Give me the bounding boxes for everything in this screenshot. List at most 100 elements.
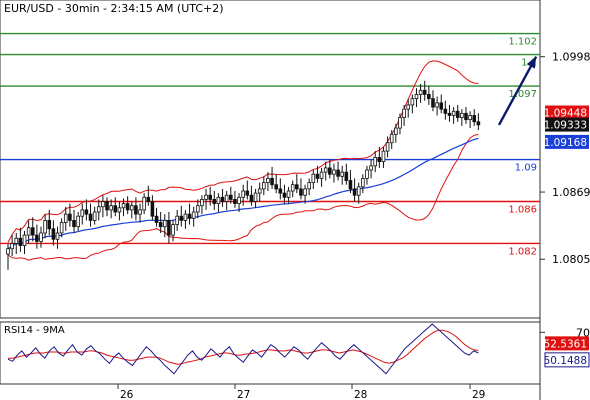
candle [439,94,444,114]
candle-body [216,196,221,205]
candle-body [134,205,138,215]
candle-body [468,115,472,121]
candle-body [88,213,93,221]
candle [39,226,43,248]
candle-body [167,219,171,236]
candle [92,206,97,225]
candle-body [187,213,192,219]
candle [72,209,76,233]
x-tick-label: 27 [237,389,250,400]
candle [447,104,452,122]
candle-body [212,199,217,205]
rsi-tag-label: 52.5361 [544,338,587,350]
candle-body [208,194,212,200]
forecast-arrow [497,56,538,126]
candle-body [439,102,444,110]
candle-body [171,224,175,236]
candle-body [26,227,31,236]
candle-body [30,227,35,236]
candle-body [158,222,163,228]
candle [154,207,159,227]
candle-body [418,89,423,95]
candle-body [129,205,134,211]
candle-body [323,167,328,173]
price-tag-label: 1.09333 [544,120,587,132]
candle [229,186,233,204]
candle [208,186,212,206]
candle-body [332,169,336,175]
candle [377,146,382,168]
candle-body [55,232,60,240]
candle [10,235,14,257]
candle [101,195,105,218]
candle [200,195,204,215]
candle-body [105,201,109,211]
candle [183,209,188,229]
candle [361,174,365,194]
candle-body [6,248,10,255]
candle-body [229,194,233,200]
candle [47,209,52,236]
y-tick-label: 1.0998 [552,51,590,64]
candle-body [35,234,39,242]
candle [381,146,386,168]
level-label: 1.086 [508,205,537,216]
candle-body [96,206,101,213]
rsi-line [7,323,479,375]
candle-body [257,188,262,194]
candle [340,165,345,185]
candle [385,136,390,158]
rsi-ma-line [8,329,479,365]
candle-body [311,173,316,184]
candle-body [373,157,378,167]
candle-body [245,190,250,196]
candle-body [389,133,394,144]
candle-body [356,186,361,196]
candle [249,185,254,206]
candle [142,193,146,215]
candle-body [191,211,196,219]
y-tick-label: 1.0869 [552,186,590,199]
candle [96,199,101,221]
level-label: 1.082 [508,246,537,257]
candle [245,180,250,200]
candle-body [307,182,311,190]
candle-body [394,127,398,135]
candle-body [138,209,142,215]
candle-body [365,169,369,179]
candle-body [464,112,468,121]
level-label: 1.102 [508,37,537,48]
candle-body [113,205,118,213]
candle-body [63,213,68,223]
candle-body [443,108,448,114]
candle [84,199,89,221]
candle [410,94,415,114]
candle [187,203,192,225]
x-tick-label: 26 [120,389,134,400]
candle-body [80,209,85,217]
candle-body [224,194,229,202]
candle [373,151,378,173]
candle [369,159,373,179]
candle-body [270,178,274,186]
candle-body [68,213,72,221]
candle [365,165,369,185]
candle [51,220,56,246]
candle [451,107,456,124]
candle-body [278,188,283,194]
candle [138,203,142,223]
candle-body [451,110,456,116]
rsi-tag [544,352,590,368]
candle [311,170,316,189]
candle-body [195,205,200,213]
candle [262,176,266,196]
candle [212,191,217,210]
candle-body [476,121,481,126]
candle [336,161,340,181]
candle [431,90,435,112]
candle [253,188,258,208]
candle-body [398,117,402,129]
candle [195,199,200,219]
